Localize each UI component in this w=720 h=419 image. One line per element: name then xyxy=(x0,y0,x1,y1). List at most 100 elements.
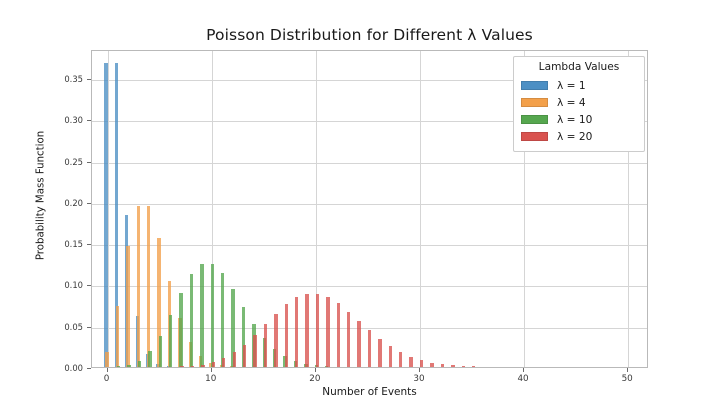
bar xyxy=(136,205,140,367)
bar xyxy=(189,274,194,367)
y-tick-label: 0.25 xyxy=(64,156,83,167)
y-axis-label: Probability Mass Function xyxy=(35,130,47,261)
bar xyxy=(294,297,299,367)
bar xyxy=(241,306,246,367)
x-tick-mark xyxy=(106,368,108,372)
gridline-horizontal xyxy=(92,79,647,81)
legend-color-swatch xyxy=(521,81,548,90)
bar xyxy=(242,344,247,367)
bar xyxy=(168,314,173,367)
bar xyxy=(190,365,195,367)
x-tick-label: 50 xyxy=(621,374,633,384)
y-tick-label: 0.35 xyxy=(64,73,83,84)
y-tick-mark xyxy=(87,368,91,369)
y-tick-label: 0.00 xyxy=(64,363,83,373)
legend-item-label: λ = 20 xyxy=(557,130,593,143)
y-tick-label: 0.15 xyxy=(64,239,83,250)
legend-item-label: λ = 1 xyxy=(557,79,586,92)
gridline-horizontal xyxy=(92,121,647,123)
chart-title: Poisson Distribution for Different λ Val… xyxy=(206,26,533,44)
x-tick-label: 0 xyxy=(103,374,110,384)
bar xyxy=(210,263,214,367)
legend-color-swatch xyxy=(521,132,548,141)
x-tick-label: 10 xyxy=(205,374,217,384)
legend-rows: λ = 1 λ = 4 λ = 10 λ = 20 xyxy=(521,77,637,145)
bar xyxy=(158,335,162,367)
bar xyxy=(399,352,403,367)
bar xyxy=(148,351,152,367)
gridline-vertical xyxy=(419,51,421,367)
y-tick-mark xyxy=(87,161,91,163)
y-tick-label: 0.30 xyxy=(64,115,83,126)
bar xyxy=(220,273,225,367)
y-tick-label: 0.10 xyxy=(64,280,83,291)
bar xyxy=(180,366,184,367)
bar xyxy=(347,311,351,367)
y-tick-mark xyxy=(87,244,91,246)
y-tick-mark xyxy=(87,326,91,328)
gridline-vertical xyxy=(211,51,213,367)
bar xyxy=(440,364,445,367)
gridline-vertical xyxy=(107,51,109,367)
x-tick-mark xyxy=(210,368,212,372)
bar xyxy=(419,360,424,367)
legend-title: Lambda Values xyxy=(538,61,620,73)
bar xyxy=(116,366,121,367)
y-tick-mark xyxy=(87,78,91,80)
x-axis-label: Number of Events xyxy=(322,386,417,398)
x-tick-label: 30 xyxy=(413,374,425,384)
bar xyxy=(409,356,413,367)
bar xyxy=(263,324,268,367)
x-tick-label: 40 xyxy=(517,374,529,384)
bar xyxy=(137,360,142,367)
legend-item-label: λ = 4 xyxy=(557,96,586,109)
bar xyxy=(200,263,204,367)
bar xyxy=(367,330,372,367)
x-tick-mark xyxy=(314,368,316,372)
bar xyxy=(222,358,226,367)
x-tick-label: 20 xyxy=(309,374,321,384)
gridline-horizontal xyxy=(92,245,647,247)
bar xyxy=(388,346,393,367)
bar xyxy=(357,321,361,367)
bar xyxy=(147,205,151,367)
y-tick-mark xyxy=(87,285,91,287)
bar xyxy=(104,63,108,367)
bar xyxy=(179,292,183,367)
x-tick-mark xyxy=(523,368,525,372)
legend-color-swatch xyxy=(521,98,548,107)
y-tick-label: 0.20 xyxy=(64,197,83,208)
gridline-horizontal xyxy=(92,286,647,288)
bar xyxy=(201,364,205,367)
bar xyxy=(378,338,382,367)
gridline-vertical xyxy=(524,51,526,367)
bar xyxy=(461,366,465,367)
bar xyxy=(253,335,257,367)
y-tick-mark xyxy=(87,120,91,122)
legend-item[interactable]: λ = 1 xyxy=(521,77,637,94)
gridline-horizontal xyxy=(92,203,647,205)
legend-color-swatch xyxy=(521,115,548,124)
bar xyxy=(232,352,236,367)
gridline-horizontal xyxy=(92,327,647,329)
y-tick-mark xyxy=(87,202,91,204)
bar xyxy=(211,362,216,367)
legend: Lambda Values λ = 1 λ = 4 λ = 10 λ = 20 xyxy=(513,56,645,152)
legend-item[interactable]: λ = 4 xyxy=(521,94,637,111)
bar xyxy=(451,365,455,367)
legend-item[interactable]: λ = 10 xyxy=(521,111,637,128)
bar xyxy=(336,303,340,367)
y-tick-label: 0.05 xyxy=(64,321,83,332)
bar xyxy=(127,365,131,367)
x-tick-mark xyxy=(418,368,420,372)
grid-layer xyxy=(92,51,647,367)
bar xyxy=(315,293,320,367)
bar xyxy=(231,288,235,367)
legend-item[interactable]: λ = 20 xyxy=(521,128,637,145)
bar xyxy=(284,304,288,367)
x-tick-mark xyxy=(627,368,629,372)
bar xyxy=(157,237,161,367)
bar xyxy=(430,362,434,367)
bars-layer xyxy=(92,51,647,367)
